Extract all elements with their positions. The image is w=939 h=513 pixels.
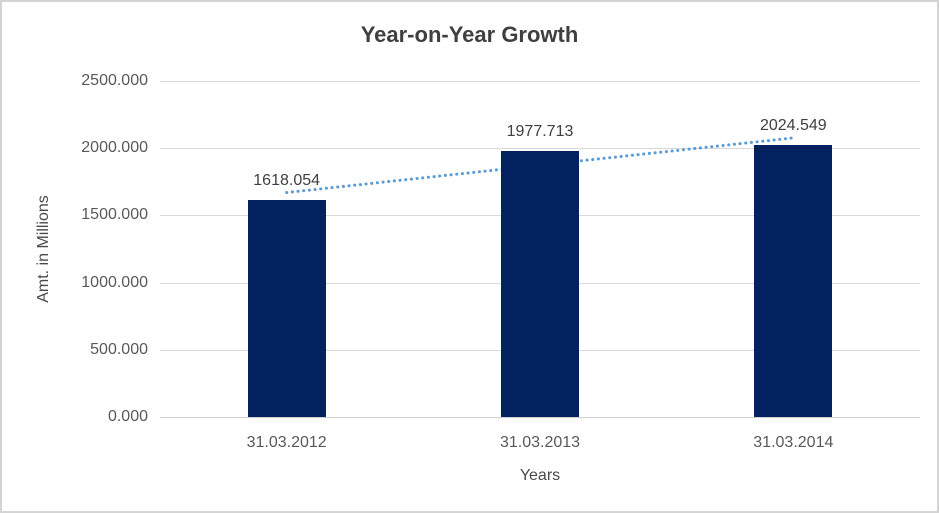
bar-31.03.2012 xyxy=(247,199,326,417)
y-tick-label: 500.000 xyxy=(90,340,148,358)
y-tick-label: 1000.000 xyxy=(81,273,148,291)
x-category-label: 31.03.2012 xyxy=(246,434,327,451)
value-label-31.03.2013: 1977.713 xyxy=(506,123,574,141)
x-category-label: 31.03.2014 xyxy=(753,434,834,451)
gridline-y-0 xyxy=(160,417,920,418)
x-category-label: 31.03.2013 xyxy=(499,434,581,451)
y-tick-label: 0.000 xyxy=(107,408,148,425)
chart-title: Year-on-Year Growth xyxy=(360,22,579,47)
y-tick-label: 1500.000 xyxy=(81,206,148,224)
y-tick-label: 2500.000 xyxy=(81,72,148,89)
bar-31.03.2013 xyxy=(501,151,579,417)
value-label-31.03.2012: 1618.054 xyxy=(253,171,321,189)
gridline-y-2500 xyxy=(160,81,920,82)
value-label-31.03.2014: 2024.549 xyxy=(759,116,827,134)
y-tick-label: 2000.000 xyxy=(81,139,148,157)
x-axis-title: Years xyxy=(519,467,561,484)
bar-31.03.2014 xyxy=(754,144,833,417)
